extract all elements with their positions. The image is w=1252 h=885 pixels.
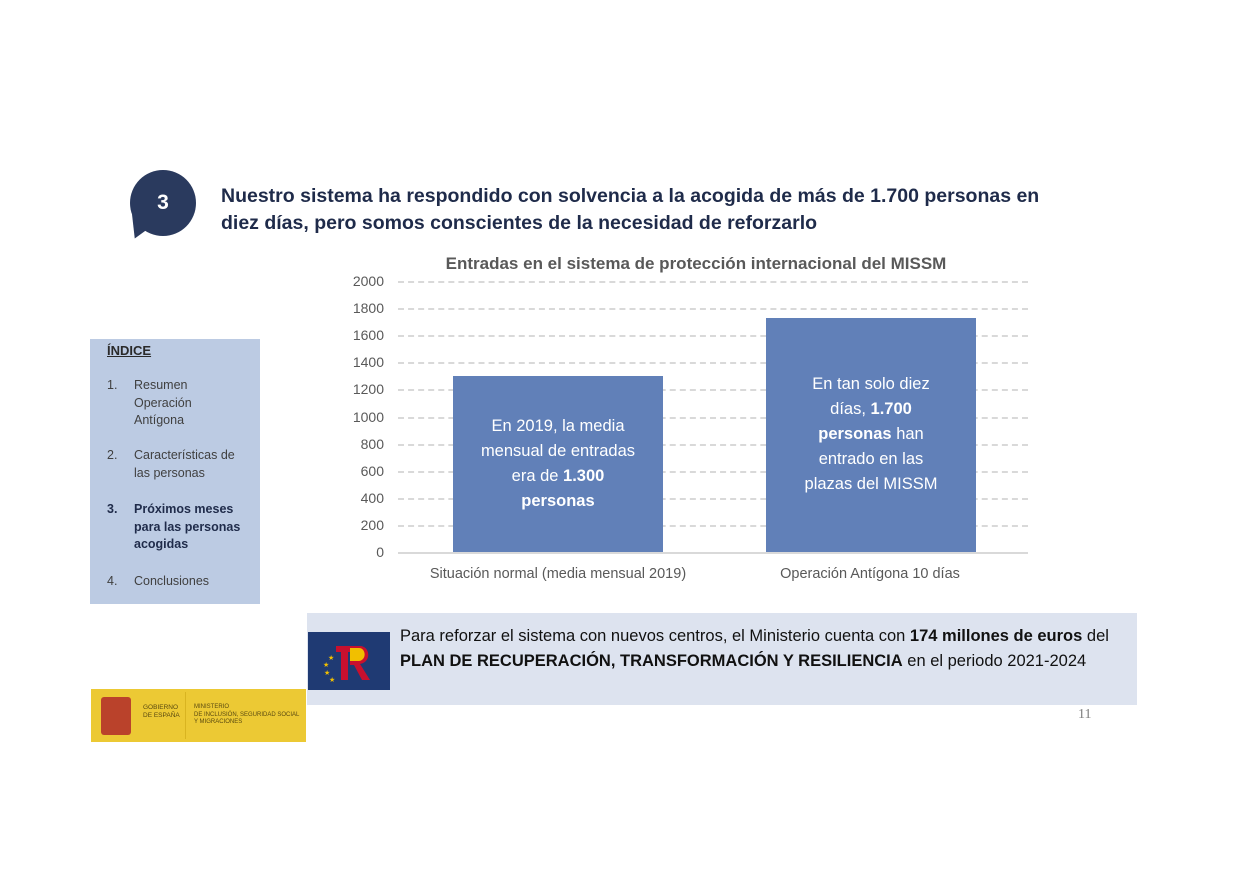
index-item-label: Características de las personas [134,448,235,480]
bar-situacion-normal: En 2019, la media mensual de entradas er… [453,375,663,552]
index-item-number: 4. [107,574,118,588]
bar-annotation-line: plazas del MISSM [804,475,938,494]
bar-annotation-text: personas [521,491,595,510]
index-title: ÍNDICE [107,343,152,358]
svg-text:★: ★ [329,676,335,684]
bar-annotation-value: 1.700 [870,400,912,419]
x-axis-label-2: Operación Antígona 10 días [780,566,960,582]
gridline [398,335,1028,338]
gridline [398,389,1028,392]
banner-text-part: del [1082,627,1109,645]
y-axis-tick: 800 [360,435,384,452]
index-item-label: Conclusiones [134,574,210,588]
gridline [398,362,1028,365]
government-logo: GOBIERNO DE ESPAÑA MINISTERIO DE INCLUSI… [91,689,306,742]
index-item-4: 4. Conclusiones [107,573,247,591]
banner-plan-name: PLAN DE RECUPERACIÓN, TRANSFORMACIÓN Y R… [400,652,903,670]
prtr-logo: ★ ★ ★ ★ [308,632,390,690]
y-axis-tick: 1600 [352,327,384,344]
prtr-logo-icon: ★★★★ [308,632,390,690]
gridline [398,497,1028,500]
bar-annotation-line: entrado en las [818,450,924,469]
index-item-number: 3. [107,502,118,516]
bar-annotation-line: mensual de entradas [480,441,636,460]
chart-baseline [398,552,1028,554]
bar-annotation-line: En 2019, la media [491,416,625,435]
coat-of-arms-icon [101,697,131,735]
index-item-1: 1. Resumen Operación Antígona [107,377,247,430]
y-axis-tick: 1000 [352,408,384,425]
y-axis-tick: 1800 [352,300,384,317]
y-axis-tick: 400 [360,489,384,506]
funding-banner [307,613,1137,705]
y-axis-tick: 2000 [352,273,384,289]
chart-title: Entradas en el sistema de protección int… [445,254,947,273]
svg-text:★: ★ [323,661,329,669]
index-item-number: 1. [107,378,118,392]
banner-text-part: Para reforzar el sistema con nuevos cent… [400,627,910,645]
headline-line-1: Nuestro sistema ha respondido con solven… [221,185,1040,207]
slide-headline: Nuestro sistema ha respondido con solven… [221,183,1101,237]
y-axis-tick: 200 [360,516,384,533]
ministry-line: DE INCLUSIÓN, SEGURIDAD SOCIAL [194,711,300,718]
y-axis-tick: 0 [376,544,384,560]
bar-annotation-value: 1.300 [563,466,605,485]
page-number: 11 [1078,707,1092,722]
x-axis-label-1: Situación normal (media mensual 2019) [429,566,687,582]
bar-annotation-line: En tan solo diez [812,375,930,394]
banner-text-part: en el periodo 2021-2024 [902,652,1087,670]
y-axis-tick: 1400 [352,354,384,371]
bar-annotation-text: era de [511,466,564,485]
bar-annotation-text: han [891,425,924,444]
index-item-2: 2. Características de las personas [107,447,247,482]
funding-banner-text: Para reforzar el sistema con nuevos cent… [400,624,1130,674]
gridline [398,443,1028,446]
index-item-number: 2. [107,448,118,462]
ministry-line: Y MIGRACIONES [194,719,243,725]
gridline [398,281,1028,283]
svg-text:★: ★ [328,654,334,662]
gov-logo-left-text: GOBIERNO DE ESPAÑA [143,704,180,719]
gov-logo-right-text: MINISTERIO DE INCLUSIÓN, SEGURIDAD SOCIA… [194,704,299,727]
index-panel [90,339,260,604]
banner-amount: 174 millones de euros [909,627,1083,645]
svg-text:★: ★ [324,669,330,677]
section-number: 3 [157,191,169,214]
gov-logo-divider [185,692,186,739]
section-badge [130,170,196,236]
gridline [398,524,1028,527]
y-axis-tick: 600 [360,462,384,479]
index-item-label: Próximos meses para las personas acogidas [134,502,241,551]
bar-annotation-text: días, [830,400,871,419]
headline-line-2: diez días, pero somos conscientes de la … [221,212,818,234]
gridline [398,416,1028,419]
gridline [398,470,1028,473]
bar-operacion-antigona: En tan solo diez días, 1.700 personas ha… [766,317,976,552]
index-item-label: Resumen Operación Antígona [134,378,192,427]
index-item-3: 3. Próximos meses para las personas acogida… [107,501,247,554]
gridline [398,308,1028,311]
y-axis-tick: 1200 [352,381,384,398]
bar-annotation-text: personas [818,425,892,444]
ministry-line: MINISTERIO [194,704,230,710]
